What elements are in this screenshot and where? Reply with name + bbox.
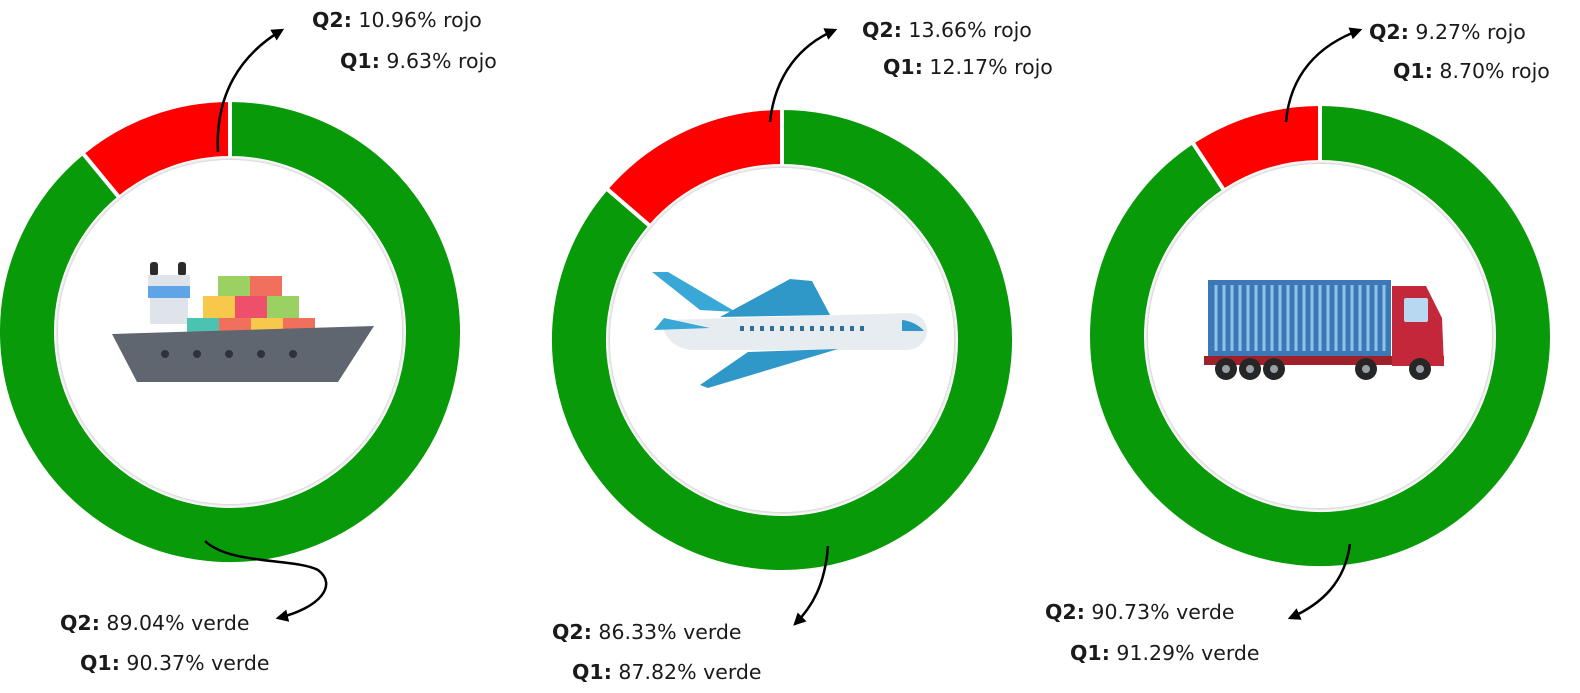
rojo-callout-arrow <box>1284 27 1363 123</box>
verde-q1-label: Q1: 91.29% verde <box>1070 641 1260 665</box>
verde-slice <box>0 97 464 566</box>
donut-chart-airplane: Q2: 13.66% rojo Q1: 12.17% rojo Q2: 86.3… <box>548 18 1053 684</box>
rojo-slice <box>1189 101 1322 194</box>
verde-q1-label: Q1: 90.37% verde <box>80 651 270 675</box>
verde-q2-label: Q2: 86.33% verde <box>552 620 742 644</box>
donut-ring <box>548 105 1016 574</box>
rojo-q2-label: Q2: 13.66% rojo <box>862 18 1032 42</box>
rojo-q2-label: Q2: 10.96% rojo <box>312 8 482 32</box>
donut-chart-ship: Q2: 10.96% rojo Q1: 9.63% rojo Q2: 89.04… <box>0 8 497 675</box>
donut-chart-truck: Q2: 9.27% rojo Q1: 8.70% rojo Q2: 90.73%… <box>1045 20 1554 665</box>
verde-q2-label: Q2: 89.04% verde <box>60 611 250 635</box>
rojo-slice <box>79 97 232 201</box>
donut-ring <box>0 97 464 566</box>
rojo-q1-label: Q1: 8.70% rojo <box>1393 59 1550 83</box>
verde-slice <box>1086 101 1554 570</box>
verde-q1-label: Q1: 87.82% verde <box>572 660 762 684</box>
donut-ring <box>1086 101 1554 570</box>
rojo-q1-label: Q1: 9.63% rojo <box>340 49 497 73</box>
container-truck-icon <box>1204 280 1444 380</box>
rojo-q1-label: Q1: 12.17% rojo <box>883 55 1053 79</box>
verde-callout-arrow <box>1287 543 1352 620</box>
airplane-icon <box>652 272 927 388</box>
verde-callout-arrow <box>204 540 328 622</box>
verde-slice <box>548 105 1016 574</box>
rojo-callout-arrow <box>768 28 838 123</box>
verde-q2-label: Q2: 90.73% verde <box>1045 600 1235 624</box>
cargo-ship-icon <box>112 262 374 382</box>
verde-callout-arrow <box>793 545 830 626</box>
rojo-q2-label: Q2: 9.27% rojo <box>1369 20 1526 44</box>
rojo-slice <box>603 105 784 230</box>
rojo-callout-arrow <box>216 28 285 153</box>
